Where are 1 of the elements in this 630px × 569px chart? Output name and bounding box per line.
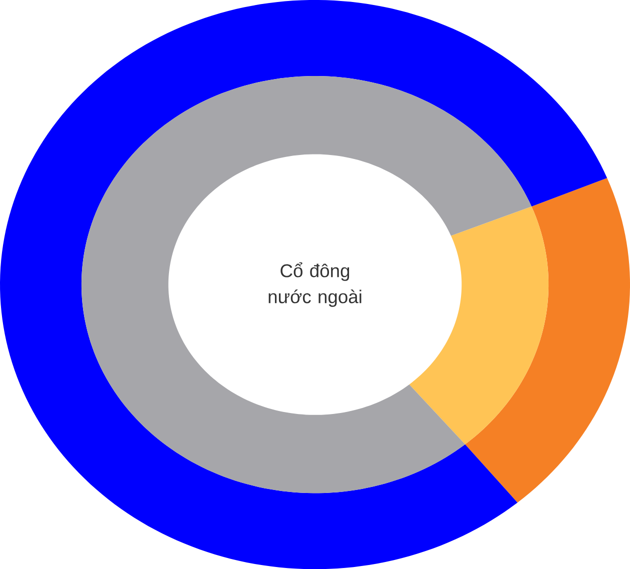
text: Cổ đông nước ngoài [268, 262, 362, 307]
